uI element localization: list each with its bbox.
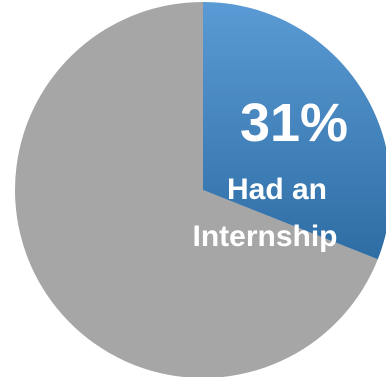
slice-label-line-1: Had an (227, 173, 327, 206)
slice-percent-label: 31% (240, 93, 348, 153)
pie-slice-other (15, 2, 378, 377)
slice-label-line-2: Internship (192, 220, 337, 253)
pie-slice-had-internship (203, 2, 386, 260)
